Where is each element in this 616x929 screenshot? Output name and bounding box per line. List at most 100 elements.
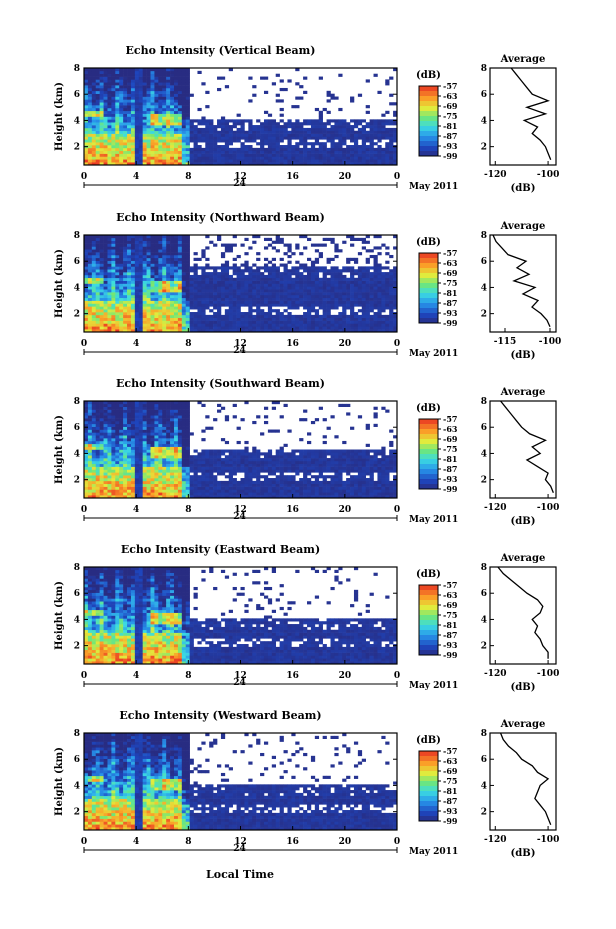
heatmap-cell (205, 246, 210, 250)
heatmap-cell (138, 68, 143, 72)
heatmap-cell (107, 289, 112, 293)
heatmap-cell (361, 125, 366, 129)
heatmap-cell (115, 119, 120, 123)
heatmap-cell (127, 90, 132, 94)
heatmap-cell (115, 263, 120, 267)
heatmap-cell (350, 139, 355, 143)
heatmap-cell (342, 286, 347, 290)
heatmap-cell (146, 249, 151, 253)
heatmap-cell (299, 292, 304, 296)
heatmap-cell (119, 90, 124, 94)
heatmap-cell (173, 130, 179, 134)
heatmap-cell (318, 283, 323, 287)
heatmap-cell (326, 292, 331, 296)
heatmap-cell (127, 145, 132, 149)
heatmap-cell (99, 475, 104, 479)
heatmap-cell (177, 438, 183, 442)
heatmap-cell (84, 415, 89, 419)
heatmap-cell (185, 323, 190, 327)
heatmap-cell (217, 156, 222, 160)
heatmap-cell (162, 116, 167, 120)
heatmap-cell (142, 426, 147, 430)
heatmap-cell (99, 136, 104, 140)
heatmap-cell (310, 260, 316, 264)
heatmap-cell (291, 266, 296, 270)
heatmap-cell (338, 269, 343, 273)
heatmap-cell (307, 314, 312, 319)
heatmap-cell (385, 326, 390, 330)
heatmap-cell (130, 145, 136, 149)
x-tick-label: 16 (286, 339, 299, 349)
heatmap-cell (134, 125, 140, 129)
heatmap-cell (107, 266, 112, 270)
heatmap-cell (303, 294, 308, 299)
heatmap-cell (158, 156, 163, 160)
heatmap-cell (154, 449, 159, 453)
heatmap-cell (232, 320, 237, 324)
heatmap-cell (142, 260, 147, 264)
heatmap-cell (393, 122, 398, 126)
heatmap-cell (205, 139, 210, 143)
heatmap-cell (173, 435, 179, 439)
heatmap-cell (158, 260, 163, 264)
heatmap-cell (119, 449, 124, 453)
heatmap-cell (99, 314, 104, 319)
heatmap-cell (373, 272, 378, 276)
heatmap-cell (283, 292, 288, 296)
heatmap-cell (91, 475, 97, 479)
heatmap-cell (138, 452, 143, 456)
heatmap-cell (217, 87, 222, 92)
heatmap-cell (283, 283, 288, 287)
heatmap-cell (220, 329, 226, 333)
heatmap-cell (236, 329, 241, 333)
heatmap-cell (154, 150, 159, 154)
heatmap-cell (173, 446, 179, 450)
heatmap-cell (170, 150, 175, 154)
heatmap-cell (275, 326, 280, 330)
heatmap-cell (154, 237, 159, 241)
heatmap-cell (189, 286, 194, 290)
heatmap-cell (138, 406, 143, 410)
heatmap-cell (263, 110, 269, 114)
heatmap-cell (103, 486, 108, 490)
heatmap-cell (220, 252, 226, 256)
heatmap-cell (123, 263, 128, 267)
heatmap-cell (256, 147, 261, 152)
heatmap-cell (150, 475, 155, 479)
heatmap-cell (87, 162, 93, 166)
heatmap-cell (170, 314, 175, 319)
heatmap-cell (95, 263, 100, 267)
heatmap-cell (373, 303, 378, 307)
heatmap-cell (103, 246, 108, 250)
heatmap-cell (334, 136, 339, 140)
heatmap-cell (318, 136, 323, 140)
heatmap-cell (146, 475, 151, 479)
heatmap-cell (287, 150, 292, 154)
heatmap-cell (365, 272, 370, 276)
heatmap-cell (177, 99, 183, 103)
heatmap-cell (334, 329, 339, 333)
heatmap-cell (158, 243, 163, 247)
heatmap-cell (307, 156, 312, 160)
heatmap-cell (107, 246, 112, 250)
heatmap-cell (377, 326, 382, 330)
heatmap-cell (373, 142, 378, 146)
heatmap-cell (201, 156, 206, 160)
heatmap-cell (181, 243, 187, 247)
heatmap-cell (248, 274, 253, 279)
heatmap-cell (158, 483, 163, 487)
heatmap-cell (95, 466, 100, 470)
heatmap-cell (271, 153, 277, 157)
heatmap-cell (123, 401, 128, 405)
heatmap-cell (326, 130, 331, 134)
heatmap-cell (393, 246, 398, 250)
heatmap-cell (307, 317, 312, 321)
heatmap-cell (193, 306, 198, 310)
heatmap-cell (224, 243, 230, 247)
heatmap-cell (87, 472, 93, 476)
heatmap-cell (119, 492, 124, 496)
heatmap-cell (158, 409, 163, 413)
heatmap-cell (127, 452, 132, 456)
heatmap-cell (307, 283, 312, 287)
heatmap-cell (177, 420, 183, 425)
